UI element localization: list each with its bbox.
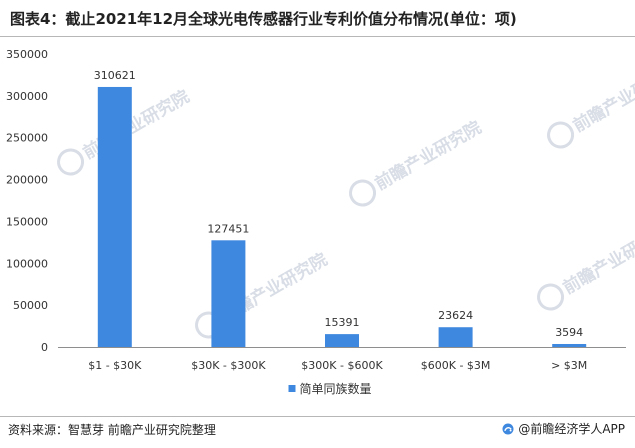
bar-value-label: 23624 (438, 309, 473, 322)
y-axis-tick-labels: 0 50000 100000 150000 200000 250000 300000 3500… (6, 48, 48, 354)
legend-label: 简单同族数量 (300, 381, 372, 396)
y-tick-label: 0 (41, 341, 48, 354)
watermark-logo-icon (57, 148, 85, 176)
bar-data-labels: 310621 127451 15391 23624 3594 (94, 69, 583, 339)
source-note: 资料来源：智慧芽 前瞻产业研究院整理 (8, 423, 216, 437)
bar-value-label: 310621 (94, 69, 136, 82)
y-tick-label: 50000 (13, 299, 48, 312)
bar (438, 327, 473, 347)
chart-title: 图表4：截止2021年12月全球光电传感器行业专利价值分布情况(单位：项) (10, 10, 517, 28)
chart-area: 前瞻产业研究院 前瞻产业研究院 前瞻产业研究院 前瞻产业研究院 前瞻产业研究院 0 500… (0, 40, 635, 408)
bars (97, 86, 587, 347)
bar (211, 240, 246, 347)
legend-swatch (288, 385, 296, 392)
x-tick-label: $30K - $300K (191, 359, 266, 372)
y-tick-label: 200000 (6, 174, 48, 187)
bar (325, 334, 359, 347)
title-divider (0, 36, 635, 37)
watermark-3: 前瞻产业研究院 (349, 117, 485, 207)
watermark-text: 前瞻产业研究院 (559, 221, 635, 299)
watermark-logo-icon (537, 283, 565, 311)
x-tick-label: $300K - $600K (301, 359, 383, 372)
watermark-text: 前瞻产业研究院 (371, 117, 485, 195)
bar (97, 86, 132, 347)
bar-value-label: 3594 (555, 326, 583, 339)
bar (552, 343, 587, 347)
x-tick-label: > $3M (551, 359, 587, 372)
watermark-4: 前瞻产业研究院 (537, 221, 635, 311)
bar-value-label: 127451 (207, 222, 249, 235)
y-tick-label: 250000 (6, 132, 48, 145)
y-tick-label: 150000 (6, 215, 48, 228)
watermark-5: 前瞻产业研究院 (547, 59, 635, 149)
brand: @前瞻经济学人APP (502, 420, 625, 437)
legend: 简单同族数量 (288, 381, 372, 396)
brand-text: @前瞻经济学人APP (518, 422, 625, 436)
y-tick-label: 350000 (6, 48, 48, 61)
y-tick-label: 300000 (6, 90, 48, 103)
watermark-logo-icon (349, 179, 377, 207)
watermark-text: 前瞻产业研究院 (79, 86, 193, 164)
watermark-logo-icon (547, 121, 575, 149)
watermark-text: 前瞻产业研究院 (569, 59, 635, 137)
bar-value-label: 15391 (325, 316, 360, 329)
x-tick-label: $600K - $3M (421, 359, 491, 372)
x-tick-label: $1 - $30K (88, 359, 142, 372)
x-axis-tick-labels: $1 - $30K $30K - $300K $300K - $600K $600K … (88, 359, 587, 372)
brand-logo-icon (502, 423, 514, 434)
y-tick-label: 100000 (6, 257, 48, 270)
footer-divider (0, 416, 635, 417)
